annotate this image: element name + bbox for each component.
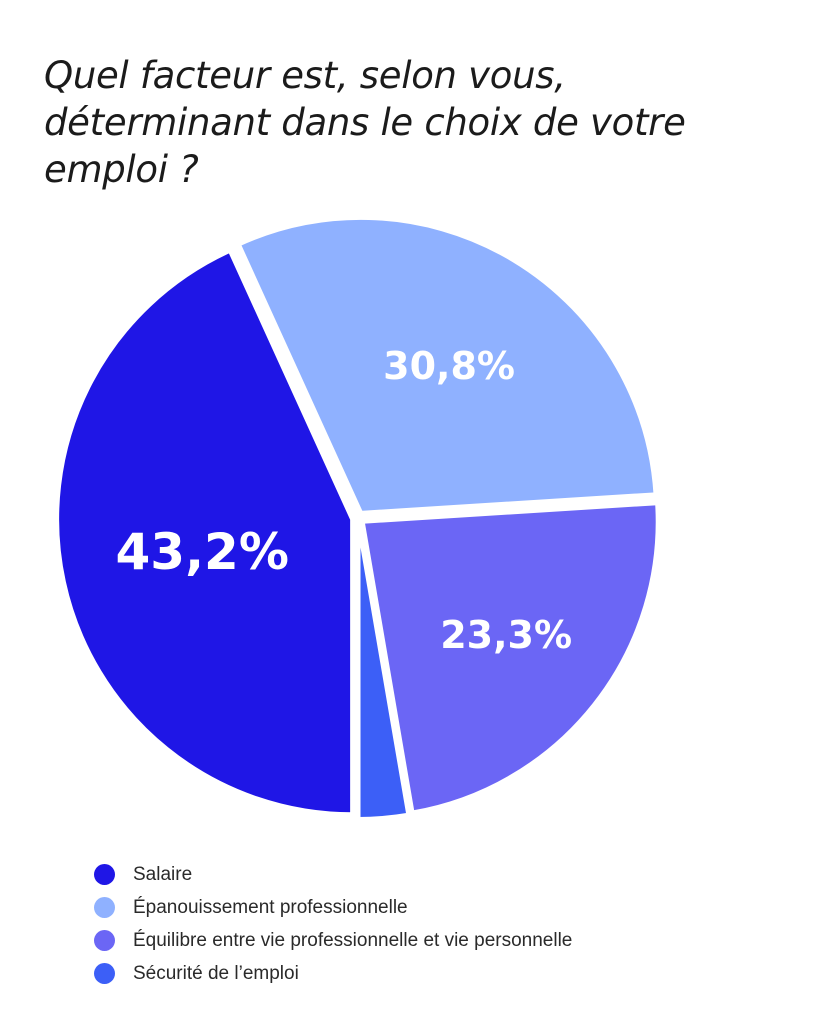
legend-item-securite: Sécurité de l’emploi xyxy=(94,957,572,990)
legend-label-salaire: Salaire xyxy=(133,863,193,885)
legend-label-securite: Sécurité de l’emploi xyxy=(133,962,299,984)
pie-chart: 43,2% 30,8% 23,3% xyxy=(55,215,660,821)
legend-label-epanouissement: Épanouissement professionnelle xyxy=(133,896,408,918)
pie-slice-salaire xyxy=(55,248,355,817)
legend-dot-salaire xyxy=(94,864,115,885)
pie-slice-label-salaire: 43,2% xyxy=(115,523,288,581)
legend-item-epanouissement: Épanouissement professionnelle xyxy=(94,891,572,924)
pie-slice-securite xyxy=(356,521,411,821)
chart-title: Quel facteur est, selon vous, déterminan… xyxy=(44,54,686,191)
pie-slice-label-epanouissement: 30,8% xyxy=(383,344,515,388)
pie-slice-epanouissement xyxy=(236,215,658,515)
legend-dot-epanouissement xyxy=(94,897,115,918)
legend-dot-equilibre xyxy=(94,930,115,951)
pie-slice-equilibre xyxy=(360,501,660,815)
legend-item-salaire: Salaire xyxy=(94,858,572,891)
legend-label-equilibre: Équilibre entre vie professionnelle et v… xyxy=(133,929,573,951)
chart-legend: Salaire Épanouissement professionnelle É… xyxy=(94,858,572,990)
pie-slice-label-equilibre: 23,3% xyxy=(440,613,572,657)
legend-item-equilibre: Équilibre entre vie professionnelle et v… xyxy=(94,924,572,957)
legend-dot-securite xyxy=(94,963,115,984)
